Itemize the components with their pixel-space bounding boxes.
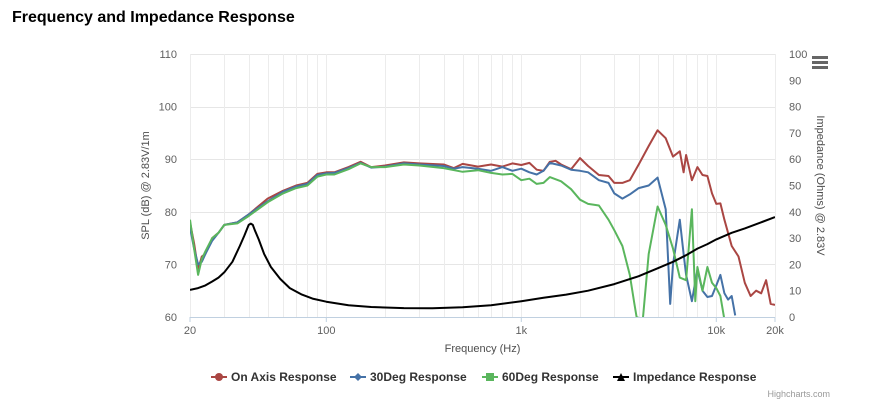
x-tick-label: 20	[184, 325, 196, 337]
legend-item[interactable]: On Axis Response	[211, 370, 337, 384]
credits-link[interactable]: Highcharts.com	[767, 389, 830, 399]
legend-circle-marker	[215, 373, 223, 381]
y-left-axis-title: SPL (dB) @ 2.83V/1m	[140, 131, 152, 240]
y-right-tick-label: 60	[789, 154, 801, 166]
series-line-30deg-response[interactable]	[190, 161, 737, 316]
legend-label: 30Deg Response	[370, 370, 467, 384]
y-right-tick-label: 0	[789, 312, 795, 324]
x-tick-label: 10k	[707, 325, 725, 337]
y-right-tick-label: 100	[789, 49, 807, 61]
y-right-tick-label: 80	[789, 102, 801, 114]
y-left-tick-label: 90	[165, 154, 177, 166]
x-tick-label: 20k	[766, 325, 784, 337]
y-right-tick-label: 30	[789, 233, 801, 245]
x-tick-label: 1k	[515, 325, 527, 337]
hamburger-menu-icon[interactable]	[810, 56, 830, 72]
y-left-tick-label: 100	[159, 102, 177, 114]
y-right-tick-label: 50	[789, 181, 801, 193]
x-tick-label: 100	[317, 325, 335, 337]
y-right-tick-label: 10	[789, 286, 801, 298]
legend-label: On Axis Response	[231, 370, 337, 384]
y-left-tick-label: 110	[159, 49, 177, 61]
chart-title: Frequency and Impedance Response	[12, 9, 295, 26]
series-group	[190, 129, 775, 319]
y-right-tick-label: 40	[789, 207, 801, 219]
y-right-tick-label: 90	[789, 75, 801, 87]
axes: 20 100 1k 10k 20k 60 70 80 90 100 110 0 10 20 30 40 50 60…	[140, 49, 826, 355]
y-right-tick-label: 20	[789, 259, 801, 271]
series-line-impedance-response[interactable]	[190, 216, 775, 310]
y-left-tick-label: 60	[165, 312, 177, 324]
y-left-tick-label: 80	[165, 207, 177, 219]
y-right-axis-title: Impedance (Ohms) @ 2.83V	[814, 115, 826, 256]
legend-triangle-marker	[617, 373, 625, 381]
series-line-60deg-response[interactable]	[190, 162, 725, 319]
legend-square-marker	[486, 373, 494, 381]
legend-item[interactable]: Impedance Response	[613, 370, 757, 384]
legend-label: 60Deg Response	[502, 370, 599, 384]
legend-item[interactable]: 30Deg Response	[350, 370, 467, 384]
y-left-tick-label: 70	[165, 259, 177, 271]
grid-lines	[190, 54, 776, 318]
legend[interactable]: On Axis Response 30Deg Response 60Deg Resp…	[211, 370, 757, 384]
legend-diamond-marker	[354, 373, 362, 381]
y-right-tick-label: 70	[789, 128, 801, 140]
x-axis-title: Frequency (Hz)	[445, 343, 521, 355]
legend-label: Impedance Response	[633, 370, 757, 384]
legend-item[interactable]: 60Deg Response	[482, 370, 599, 384]
